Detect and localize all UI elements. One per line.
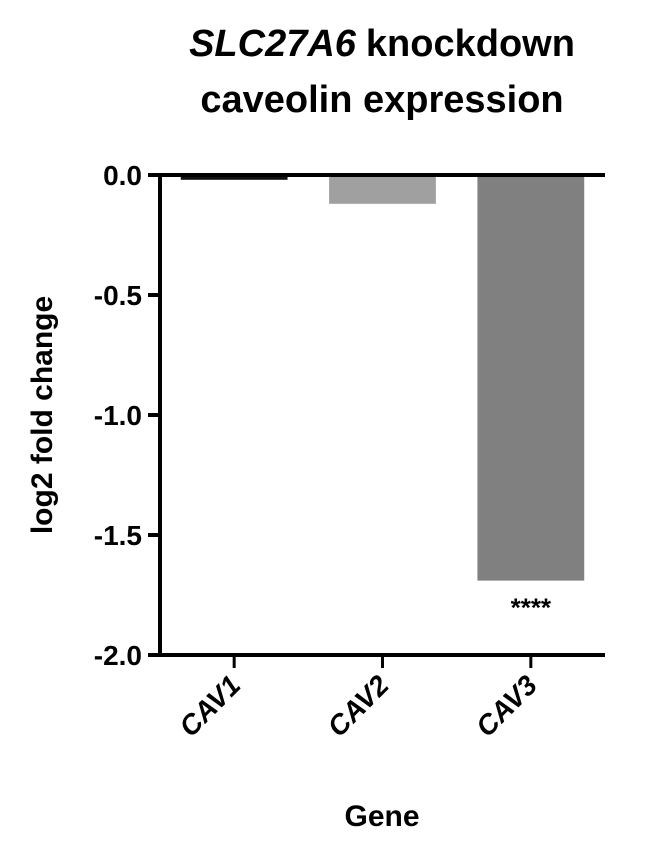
title-rest: knockdown — [366, 23, 575, 65]
title-gene: SLC27A6 — [189, 23, 357, 65]
chart-title: SLC27A6 knockdown — [189, 23, 575, 65]
y-tick-label: -1.0 — [94, 400, 142, 431]
chart-title-line2: caveolin expression — [200, 79, 563, 121]
y-tick-label: -2.0 — [94, 640, 142, 671]
x-axis-label: Gene — [344, 800, 419, 833]
x-tick-label: CAV2 — [321, 669, 395, 743]
annotation: **** — [511, 593, 552, 623]
bar — [180, 175, 288, 180]
x-tick-label: CAV1 — [173, 669, 246, 742]
x-tick-label: CAV3 — [470, 669, 544, 743]
y-tick-label: -0.5 — [94, 280, 142, 311]
y-tick-label: 0.0 — [103, 160, 142, 191]
y-tick-label: -1.5 — [94, 520, 142, 551]
bar — [329, 175, 436, 204]
y-axis-label: log2 fold change — [26, 296, 59, 534]
bar — [477, 175, 585, 581]
